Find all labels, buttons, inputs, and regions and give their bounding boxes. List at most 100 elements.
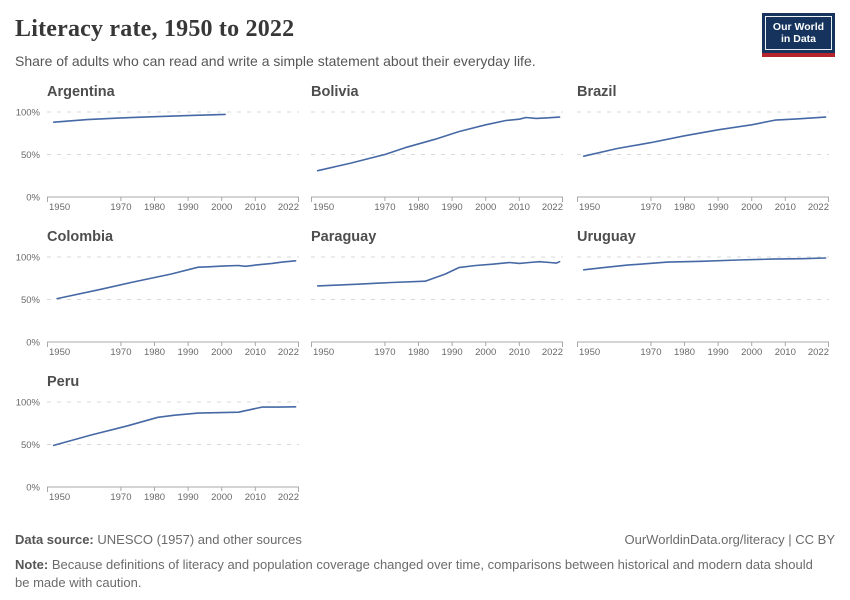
- x-tick-label: 1950: [313, 347, 334, 357]
- x-tick-label: 1950: [579, 347, 600, 357]
- footnote-text: Because definitions of literacy and popu…: [15, 557, 813, 590]
- x-tick-label: 1980: [144, 202, 165, 212]
- facet-title: Bolivia: [311, 84, 359, 100]
- facet-chart-uruguay: 1950 1970 1980 1990 2000 2010 2022: [577, 256, 829, 357]
- x-tick-label: 1990: [442, 347, 463, 357]
- y-tick-label: 100%: [16, 398, 41, 409]
- x-tick-label: 2010: [509, 202, 530, 212]
- literacy-line-bolivia: [316, 116, 561, 172]
- facet-uruguay: Uruguay 1950 1970 1980 1990 2000 2010 2022: [577, 229, 829, 357]
- x-tick-label: 1980: [674, 347, 695, 357]
- facet-colombia: Colombia 1950 1970 1980 1990 2000 2010 2022 0% 50…: [15, 229, 299, 357]
- literacy-line-argentina: [52, 113, 226, 124]
- source-row: Data source: UNESCO (1957) and other sou…: [15, 532, 835, 547]
- facet-brazil: Brazil 1950 1970 1980 1990 2000 2010 2022: [577, 84, 829, 212]
- facet-peru: Peru 1950 1970 1980 1990 2000 2010 2022 0% 50% 100…: [15, 374, 299, 502]
- owid-logo-line1: Our World: [772, 20, 825, 33]
- x-tick-label: 1980: [144, 347, 165, 357]
- x-tick-label: 1990: [178, 202, 199, 212]
- facet-title: Colombia: [47, 229, 114, 245]
- x-tick-label: 1950: [49, 492, 70, 502]
- literacy-line-peru: [52, 406, 297, 447]
- y-tick-label: 100%: [16, 253, 41, 264]
- x-tick-label: 2022: [542, 202, 563, 212]
- x-tick-label: 2000: [211, 202, 232, 212]
- x-tick-label: 1980: [408, 347, 429, 357]
- x-tick-label: 1980: [674, 202, 695, 212]
- x-tick-label: 2000: [741, 202, 762, 212]
- x-tick-label: 2022: [808, 347, 829, 357]
- facet-title: Paraguay: [311, 229, 377, 245]
- data-source-label: Data source:: [15, 532, 94, 547]
- x-tick-label: 1970: [374, 347, 395, 357]
- x-tick-label: 1970: [374, 202, 395, 212]
- facet-title: Peru: [47, 374, 80, 390]
- chart-header: Literacy rate, 1950 to 2022 Our World in…: [0, 0, 850, 69]
- facet-chart-bolivia: 1950 1970 1980 1990 2000 2010 2022: [311, 111, 563, 212]
- footnote: Note: Because definitions of literacy an…: [15, 556, 827, 591]
- x-tick-label: 2022: [542, 347, 563, 357]
- x-tick-label: 2000: [211, 492, 232, 502]
- owid-logo-line2: in Data: [780, 33, 816, 45]
- x-tick-label: 1990: [178, 347, 199, 357]
- x-tick-label: 2000: [475, 347, 496, 357]
- x-tick-label: 1990: [708, 202, 729, 212]
- x-tick-label: 2010: [775, 347, 796, 357]
- facet-chart-colombia: 1950 1970 1980 1990 2000 2010 2022 0% 50% 100%: [16, 253, 299, 357]
- x-tick-label: 1990: [178, 492, 199, 502]
- x-tick-label: 1970: [110, 202, 131, 212]
- x-tick-label: 2022: [278, 202, 299, 212]
- x-tick-label: 1970: [110, 347, 131, 357]
- x-tick-label: 1990: [708, 347, 729, 357]
- owid-url-link[interactable]: OurWorldinData.org/literacy | CC BY: [624, 532, 835, 547]
- x-tick-label: 1970: [110, 492, 131, 502]
- chart-subtitle: Share of adults who can read and write a…: [15, 53, 536, 69]
- x-tick-label: 1990: [442, 202, 463, 212]
- facet-bolivia: Bolivia 1950 1970 1980 1990 2000 2010 2022: [311, 84, 563, 212]
- x-tick-label: 2010: [245, 492, 266, 502]
- facet-chart-argentina: 1950 1970 1980 1990 2000 2010 2022 0% 50% 100%: [16, 108, 299, 212]
- literacy-line-colombia: [56, 260, 297, 300]
- facet-paraguay: Paraguay 1950 1970 1980 1990 2000 2010 2022: [311, 229, 563, 357]
- literacy-line-paraguay: [316, 260, 561, 287]
- x-tick-label: 2000: [475, 202, 496, 212]
- facets-grid: Argentina 1950 1970 1980 1990 2000 2010 2022 0% 5…: [15, 84, 835, 502]
- facet-title: Argentina: [47, 84, 115, 100]
- y-tick-label: 50%: [21, 150, 41, 161]
- owid-logo[interactable]: Our World in Data: [762, 13, 835, 57]
- footnote-label: Note:: [15, 557, 49, 572]
- x-tick-label: 1970: [640, 202, 661, 212]
- x-tick-label: 2022: [278, 347, 299, 357]
- owid-logo-text: Our World in Data: [765, 16, 832, 50]
- facet-title: Uruguay: [577, 229, 636, 245]
- x-tick-label: 1950: [579, 202, 600, 212]
- x-tick-label: 1980: [408, 202, 429, 212]
- y-tick-label: 50%: [21, 295, 41, 306]
- literacy-line-brazil: [582, 116, 827, 158]
- x-tick-label: 1980: [144, 492, 165, 502]
- x-tick-label: 1970: [640, 347, 661, 357]
- data-source: Data source: UNESCO (1957) and other sou…: [15, 532, 302, 547]
- data-source-text: UNESCO (1957) and other sources: [97, 532, 302, 547]
- x-tick-label: 2010: [775, 202, 796, 212]
- y-tick-label: 0%: [26, 338, 40, 349]
- x-tick-label: 2000: [211, 347, 232, 357]
- literacy-line-uruguay: [582, 257, 827, 271]
- facet-chart-brazil: 1950 1970 1980 1990 2000 2010 2022: [577, 111, 829, 212]
- y-tick-label: 50%: [21, 440, 41, 451]
- x-tick-label: 1950: [49, 202, 70, 212]
- y-tick-label: 100%: [16, 108, 41, 119]
- x-tick-label: 2010: [245, 347, 266, 357]
- facet-argentina: Argentina 1950 1970 1980 1990 2000 2010 2022 0% 5…: [15, 84, 299, 212]
- page-title: Literacy rate, 1950 to 2022: [15, 16, 295, 42]
- x-tick-label: 2022: [278, 492, 299, 502]
- x-tick-label: 2010: [245, 202, 266, 212]
- x-tick-label: 1950: [49, 347, 70, 357]
- x-tick-label: 2010: [509, 347, 530, 357]
- facet-title: Brazil: [577, 84, 617, 100]
- y-tick-label: 0%: [26, 483, 40, 494]
- facet-chart-paraguay: 1950 1970 1980 1990 2000 2010 2022: [311, 256, 563, 357]
- facet-chart-peru: 1950 1970 1980 1990 2000 2010 2022 0% 50% 100%: [16, 398, 299, 502]
- x-tick-label: 2022: [808, 202, 829, 212]
